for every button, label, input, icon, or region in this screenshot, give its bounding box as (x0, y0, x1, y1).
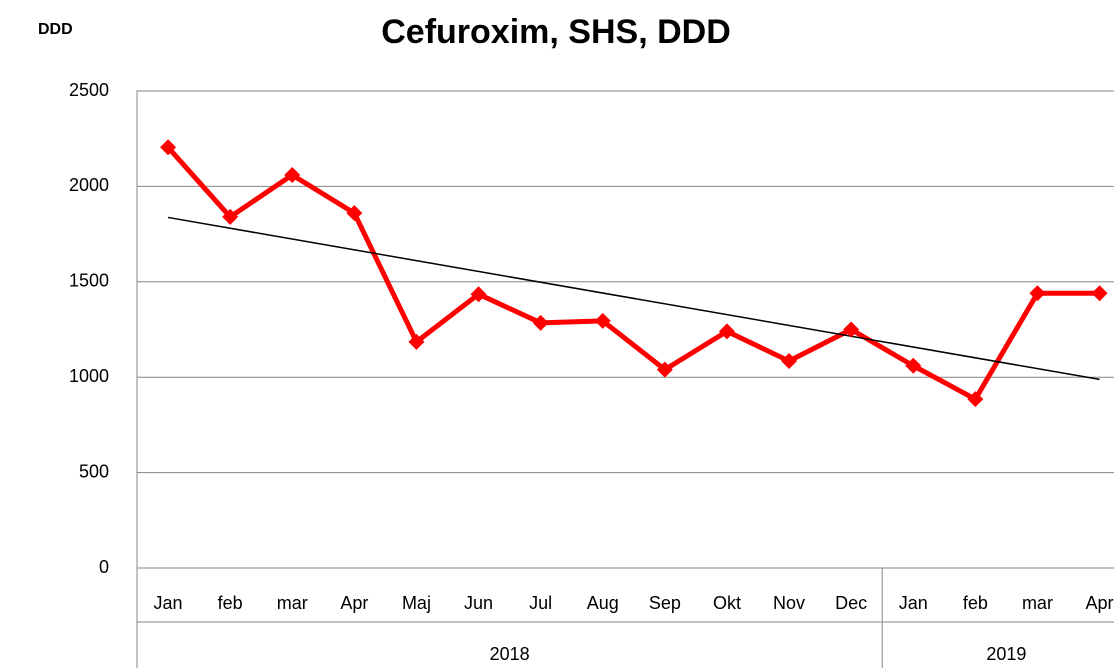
marker (656, 361, 673, 378)
y-tick-label: 1500 (69, 271, 109, 291)
marker (781, 352, 798, 369)
y-tick-label: 1000 (69, 366, 109, 386)
x-tick-label: Nov (773, 593, 805, 613)
marker (1029, 285, 1046, 302)
marker (967, 391, 984, 408)
x-tick-label: Aug (587, 593, 619, 613)
x-tick-label: feb (218, 593, 243, 613)
x-tick-label: Jun (464, 593, 493, 613)
y-tick-label: 0 (99, 557, 109, 577)
marker (346, 205, 363, 222)
x-tick-label: Okt (713, 593, 741, 613)
x-tick-label: mar (1022, 593, 1053, 613)
x-tick-label: Sep (649, 593, 681, 613)
y-tick-label: 500 (79, 461, 109, 481)
x-group-label: 2019 (986, 644, 1026, 664)
y-axis-label: DDD (38, 21, 73, 38)
x-tick-label: Jan (899, 593, 928, 613)
marker (284, 166, 301, 183)
line (166, 145, 1100, 402)
x-group-label: 2018 (490, 644, 530, 664)
marker (1091, 285, 1108, 302)
x-tick-label: Jul (529, 593, 552, 613)
marker (160, 139, 177, 156)
marker (222, 208, 239, 225)
marker (408, 333, 425, 350)
plot-border (136, 90, 1114, 569)
marker (718, 323, 735, 340)
y-tick-label: 2500 (69, 80, 109, 100)
x-tick-label: Dec (835, 593, 867, 613)
x-tick-label: Maj (402, 593, 431, 613)
chart-title: Cefuroxim, SHS, DDD (381, 13, 731, 51)
trendline (167, 216, 1100, 381)
marker (594, 312, 611, 329)
marker (470, 286, 487, 303)
x-tick-label: Apr (340, 593, 368, 613)
x-tick-label: mar (277, 593, 308, 613)
marker (905, 357, 922, 374)
x-tick-label: Jan (154, 593, 183, 613)
x-tick-label: feb (963, 593, 988, 613)
x-tick-label: Apr (1086, 593, 1114, 613)
marker (532, 314, 549, 331)
y-tick-label: 2000 (69, 175, 109, 195)
marker (843, 321, 860, 338)
